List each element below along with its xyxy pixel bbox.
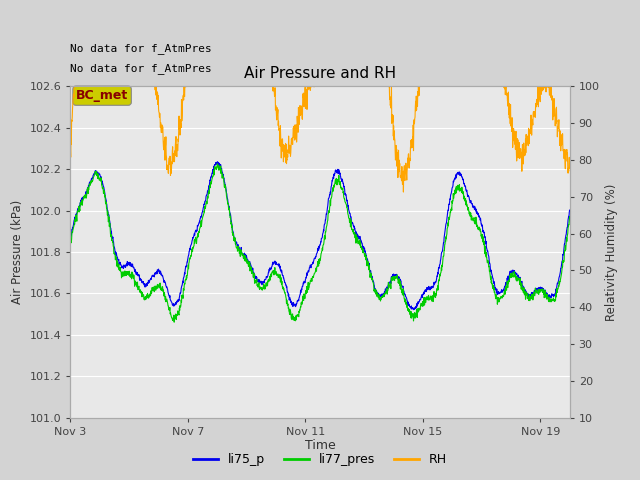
Y-axis label: Relativity Humidity (%): Relativity Humidity (%) xyxy=(605,183,618,321)
Text: No data for f_AtmPres: No data for f_AtmPres xyxy=(70,43,212,54)
Text: BC_met: BC_met xyxy=(76,89,128,102)
Legend: li75_p, li77_pres, RH: li75_p, li77_pres, RH xyxy=(188,448,452,471)
Y-axis label: Air Pressure (kPa): Air Pressure (kPa) xyxy=(11,200,24,304)
Text: No data for f_AtmPres: No data for f_AtmPres xyxy=(70,63,212,74)
Title: Air Pressure and RH: Air Pressure and RH xyxy=(244,66,396,81)
X-axis label: Time: Time xyxy=(305,439,335,453)
